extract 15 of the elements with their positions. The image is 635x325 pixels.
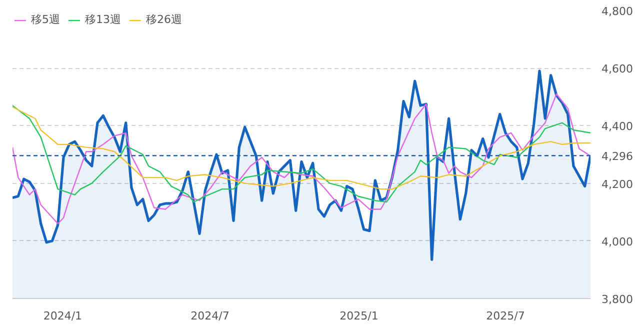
- legend-label: 移5週: [31, 12, 60, 27]
- y-tick-label: 4,400: [602, 120, 633, 134]
- ref-line-label: 4,296: [602, 150, 633, 164]
- x-tick-label: 2024/7: [190, 310, 230, 322]
- x-tick-label: 2025/7: [486, 310, 525, 322]
- y-tick-label: 4,600: [602, 62, 633, 76]
- y-tick-label: 4,000: [602, 235, 633, 248]
- x-tick-label: 2024/1: [43, 310, 82, 322]
- y-tick-label: 3,800: [602, 293, 633, 306]
- y-tick-label: 4,800: [602, 5, 633, 18]
- x-tick-label: 2025/1: [340, 310, 378, 322]
- line-series: [12, 93, 590, 224]
- legend-label: 移26週: [146, 12, 182, 27]
- y-tick-label: 4,200: [602, 178, 633, 191]
- legend-label: 移13週: [85, 12, 121, 27]
